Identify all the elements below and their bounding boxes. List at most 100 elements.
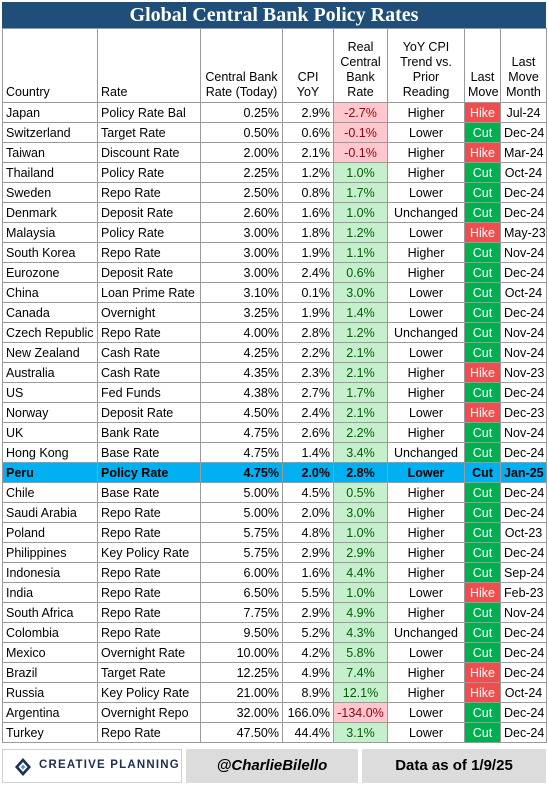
table-row: Saudi Arabia Repo Rate 5.00% 2.0% 3.0% Higher…	[2, 502, 547, 523]
country-cell: Argentina	[2, 702, 98, 723]
last-move-cell: Cut	[464, 422, 501, 443]
rate-type-cell: Repo Rate	[97, 322, 201, 343]
country-cell: Czech Republic	[2, 322, 98, 343]
table-row: Indonesia Repo Rate 6.00% 1.6% 4.4% Higher Cut…	[2, 562, 547, 583]
table-row: New Zealand Cash Rate 4.25% 2.2% 2.1% Lower Cu…	[2, 342, 547, 363]
rate-type-cell: Repo Rate	[97, 562, 201, 583]
central-bank-rate-cell: 3.10%	[200, 282, 283, 303]
last-move-month-cell: Oct-24	[500, 682, 547, 703]
last-move-cell: Hike	[464, 362, 501, 383]
table-row: Japan Policy Rate Bal 0.25% 2.9% -2.7% Higher…	[2, 102, 547, 123]
last-move-cell: Hike	[464, 682, 501, 703]
table-row: Taiwan Discount Rate 2.00% 2.1% -0.1% Higher H…	[2, 142, 547, 163]
central-bank-rate-cell: 9.50%	[200, 622, 283, 643]
cpi-trend-cell: Higher	[387, 562, 465, 583]
logo-text: CREATIVE PLANNING	[39, 759, 180, 771]
last-move-cell: Cut	[464, 562, 501, 583]
real-rate-cell: 0.6%	[333, 262, 388, 283]
real-rate-cell: 2.2%	[333, 422, 388, 443]
central-bank-rate-cell: 2.25%	[200, 162, 283, 183]
last-move-month-cell: Dec-24	[500, 642, 547, 663]
rate-type-cell: Policy Rate	[97, 222, 201, 243]
rate-type-cell: Repo Rate	[97, 182, 201, 203]
last-move-month-cell: Dec-24	[500, 622, 547, 643]
rate-type-cell: Cash Rate	[97, 342, 201, 363]
column-header-rate: Rate	[97, 28, 201, 103]
last-move-cell: Hike	[464, 582, 501, 603]
cpi-trend-cell: Higher	[387, 602, 465, 623]
last-move-cell: Hike	[464, 102, 501, 123]
rate-type-cell: Repo Rate	[97, 242, 201, 263]
real-rate-cell: -134.0%	[333, 702, 388, 723]
column-header-real-rate: Real Central Bank Rate	[333, 28, 388, 103]
real-rate-cell: 4.9%	[333, 602, 388, 623]
cpi-yoy-cell: 2.4%	[282, 402, 334, 423]
central-bank-rate-cell: 4.75%	[200, 462, 283, 483]
last-move-month-cell: Dec-24	[500, 502, 547, 523]
table-row: Colombia Repo Rate 9.50% 5.2% 4.3% Unchanged C…	[2, 622, 547, 643]
last-move-month-cell: Nov-23	[500, 362, 547, 383]
central-bank-rate-cell: 5.00%	[200, 482, 283, 503]
central-bank-rate-cell: 2.50%	[200, 182, 283, 203]
last-move-cell: Hike	[464, 662, 501, 683]
country-cell: South Korea	[2, 242, 98, 263]
table-row: Brazil Target Rate 12.25% 4.9% 7.4% Higher Hik…	[2, 662, 547, 683]
table-row: Peru Policy Rate 4.75% 2.0% 2.8% Lower Cut Jan-…	[2, 462, 547, 483]
real-rate-cell: -0.1%	[333, 142, 388, 163]
last-move-cell: Cut	[464, 442, 501, 463]
last-move-month-cell: Dec-24	[500, 382, 547, 403]
real-rate-cell: 2.1%	[333, 342, 388, 363]
rate-type-cell: Fed Funds	[97, 382, 201, 403]
rate-type-cell: Policy Rate	[97, 462, 201, 483]
central-bank-rate-cell: 21.00%	[200, 682, 283, 703]
rate-type-cell: Overnight Repo	[97, 702, 201, 723]
last-move-month-cell: Dec-24	[500, 202, 547, 223]
cpi-trend-cell: Lower	[387, 722, 465, 743]
central-bank-rate-cell: 5.00%	[200, 502, 283, 523]
cpi-yoy-cell: 1.9%	[282, 242, 334, 263]
table-row: Chile Base Rate 5.00% 4.5% 0.5% Higher Cut Dec-…	[2, 482, 547, 503]
country-cell: China	[2, 282, 98, 303]
cpi-trend-cell: Higher	[387, 682, 465, 703]
cpi-trend-cell: Unchanged	[387, 622, 465, 643]
cpi-trend-cell: Higher	[387, 522, 465, 543]
central-bank-rate-cell: 6.50%	[200, 582, 283, 603]
last-move-month-cell: Sep-24	[500, 562, 547, 583]
table-row: India Repo Rate 6.50% 5.5% 1.0% Lower Hike Feb-…	[2, 582, 547, 603]
cpi-yoy-cell: 0.6%	[282, 122, 334, 143]
rate-type-cell: Key Policy Rate	[97, 682, 201, 703]
real-rate-cell: -2.7%	[333, 102, 388, 123]
cpi-yoy-cell: 2.4%	[282, 262, 334, 283]
real-rate-cell: -0.1%	[333, 122, 388, 143]
real-rate-cell: 7.4%	[333, 662, 388, 683]
table-row: Hong Kong Base Rate 4.75% 1.4% 3.4% Unchanged…	[2, 442, 547, 463]
real-rate-cell: 1.2%	[333, 222, 388, 243]
footer: CREATIVE PLANNING @CharlieBilello Data a…	[2, 749, 546, 783]
rate-type-cell: Overnight Rate	[97, 642, 201, 663]
cpi-trend-cell: Higher	[387, 482, 465, 503]
table-row: UK Bank Rate 4.75% 2.6% 2.2% Higher Cut Nov-24	[2, 422, 547, 443]
table-row: Eurozone Deposit Rate 3.00% 2.4% 0.6% Higher C…	[2, 262, 547, 283]
rate-type-cell: Repo Rate	[97, 602, 201, 623]
real-rate-cell: 3.0%	[333, 282, 388, 303]
central-bank-rate-cell: 47.50%	[200, 722, 283, 743]
central-bank-rate-cell: 4.50%	[200, 402, 283, 423]
last-move-month-cell: Dec-24	[500, 302, 547, 323]
last-move-month-cell: Dec-24	[500, 482, 547, 503]
cpi-trend-cell: Unchanged	[387, 202, 465, 223]
real-rate-cell: 1.0%	[333, 202, 388, 223]
table-row: Turkey Repo Rate 47.50% 44.4% 3.1% Lower Cut De…	[2, 722, 547, 743]
rate-type-cell: Deposit Rate	[97, 262, 201, 283]
last-move-month-cell: Dec-24	[500, 122, 547, 143]
column-header-last-move: Last Move	[464, 28, 501, 103]
last-move-month-cell: Dec-24	[500, 542, 547, 563]
cpi-yoy-cell: 166.0%	[282, 702, 334, 723]
last-move-month-cell: May-23	[500, 222, 547, 243]
rate-type-cell: Deposit Rate	[97, 402, 201, 423]
country-cell: Taiwan	[2, 142, 98, 163]
country-cell: UK	[2, 422, 98, 443]
cpi-yoy-cell: 0.8%	[282, 182, 334, 203]
column-header-cpi-trend: YoY CPI Trend vs. Prior Reading	[387, 28, 465, 103]
central-bank-rate-cell: 3.00%	[200, 242, 283, 263]
central-bank-rate-cell: 5.75%	[200, 522, 283, 543]
